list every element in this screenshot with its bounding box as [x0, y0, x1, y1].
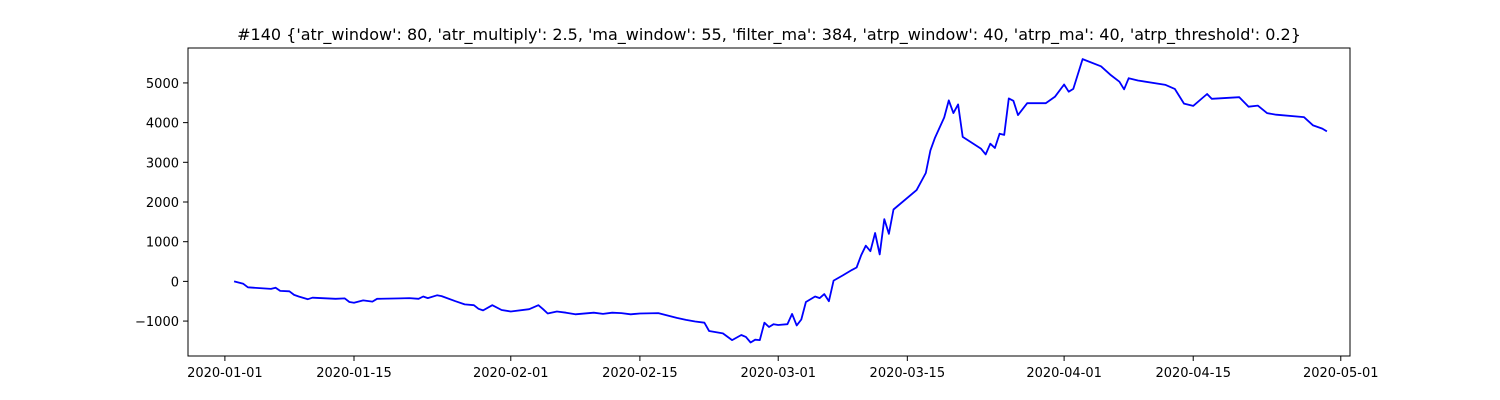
x-tick-label: 2020-05-01 — [1303, 366, 1379, 381]
x-tick-label: 2020-03-01 — [740, 366, 816, 381]
x-tick-label: 2020-02-01 — [473, 366, 549, 381]
x-tick-label: 2020-04-01 — [1026, 366, 1102, 381]
y-tick-label: 3000 — [146, 156, 179, 171]
y-axis: −1000 0 1000 2000 3000 4000 5000 — [135, 77, 188, 330]
y-tick-label: 0 — [171, 275, 179, 290]
y-tick-label: 2000 — [146, 196, 179, 211]
series-line — [233, 58, 1328, 344]
y-tick-label: −1000 — [135, 315, 179, 330]
y-tick-label: 4000 — [146, 117, 179, 132]
x-tick-label: 2020-04-15 — [1155, 366, 1231, 381]
chart-title: #140 {'atr_window': 80, 'atr_multiply': … — [237, 25, 1301, 45]
y-tick-label: 5000 — [146, 77, 179, 92]
x-tick-label: 2020-01-15 — [316, 366, 392, 381]
x-tick-label: 2020-02-15 — [602, 366, 678, 381]
plot-frame — [187, 47, 1351, 357]
y-tick-label: 1000 — [146, 236, 179, 251]
x-tick-label: 2020-01-01 — [187, 366, 263, 381]
x-tick-label: 2020-03-15 — [870, 366, 946, 381]
x-axis: 2020-01-01 2020-01-15 2020-02-01 2020-02-15… — [187, 356, 1379, 381]
